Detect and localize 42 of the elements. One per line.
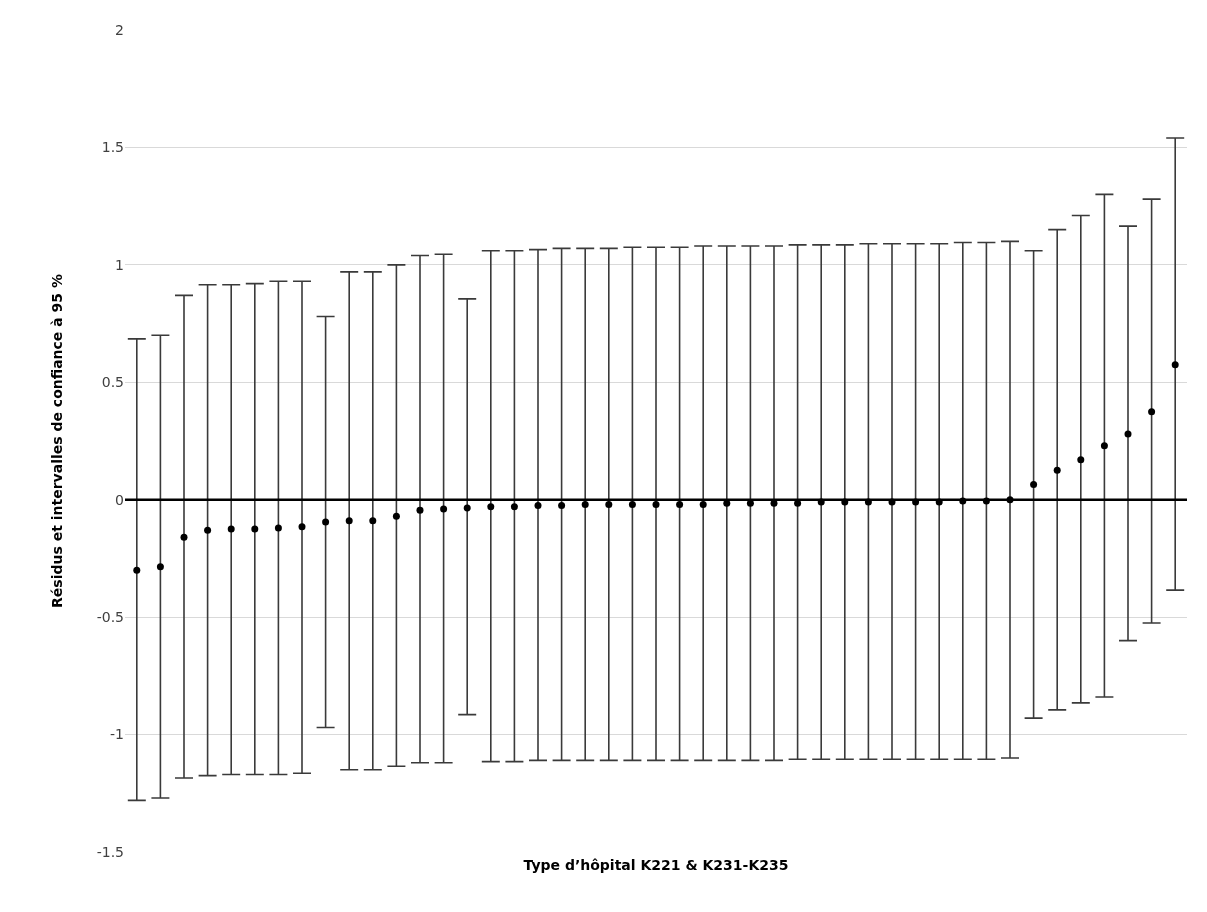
x-axis-title: Type d’hôpital K221 & K231-K235 — [523, 857, 789, 874]
point — [416, 506, 424, 514]
point — [180, 533, 188, 541]
point — [676, 500, 684, 508]
point — [558, 502, 566, 510]
point — [487, 503, 495, 511]
point — [605, 500, 613, 508]
y-tick-label: 1 — [115, 256, 124, 273]
point — [1100, 442, 1108, 450]
point — [1030, 480, 1038, 488]
point — [463, 504, 471, 512]
point — [699, 500, 707, 508]
point — [204, 526, 212, 534]
point — [1124, 430, 1132, 438]
point — [1171, 361, 1179, 369]
point — [322, 518, 330, 526]
y-tick-label: 2 — [115, 21, 124, 38]
point — [440, 505, 448, 513]
point — [652, 500, 660, 508]
point — [392, 512, 400, 520]
y-tick-label: 0 — [115, 491, 124, 508]
point — [534, 502, 542, 510]
y-tick-label: -1 — [110, 726, 124, 743]
point — [510, 503, 518, 511]
point — [1148, 408, 1156, 416]
point — [1077, 456, 1085, 464]
point — [628, 500, 636, 508]
point — [345, 517, 353, 525]
y-tick-label: 0.5 — [101, 374, 124, 391]
point — [298, 523, 306, 531]
y-axis-title: Résidus et intervalles de confiance à 95 % — [49, 274, 66, 608]
point — [274, 524, 282, 532]
point — [581, 500, 589, 508]
point — [133, 566, 141, 574]
y-tick-label: -1.5 — [96, 843, 124, 860]
point — [227, 525, 235, 533]
point — [1053, 466, 1061, 474]
y-tick-label: -0.5 — [96, 609, 124, 626]
point — [156, 563, 164, 571]
y-tick-label: 1.5 — [101, 139, 124, 156]
point — [251, 525, 259, 533]
point — [369, 517, 377, 525]
